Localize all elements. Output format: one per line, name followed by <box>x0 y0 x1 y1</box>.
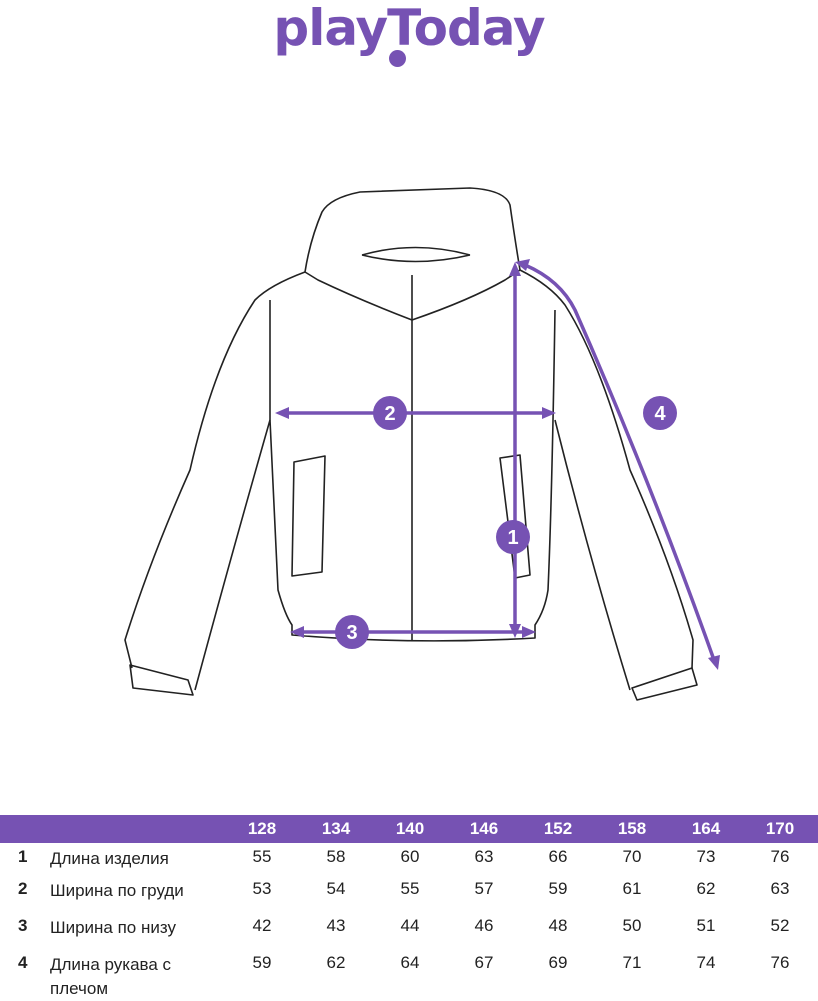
marker-2: 2 <box>384 403 395 425</box>
cell-value: 67 <box>474 953 494 972</box>
cell-value: 44 <box>400 916 420 935</box>
marker-4: 4 <box>654 403 666 425</box>
cell-value: 48 <box>548 916 568 935</box>
cell-value: 63 <box>770 879 790 898</box>
row-number: 4 <box>18 953 28 972</box>
size-header: 158 <box>617 819 647 838</box>
size-header: 140 <box>395 819 425 838</box>
row-label: Длина рукава с плечом <box>50 955 172 998</box>
cell-value: 59 <box>548 879 568 898</box>
size-header: 164 <box>691 819 721 838</box>
arrow-4 <box>524 263 716 661</box>
cell-value: 51 <box>696 916 716 935</box>
measurement-markers: 1 2 3 4 <box>335 396 677 649</box>
measurement-arrows <box>275 259 720 670</box>
size-header: 128 <box>247 819 277 838</box>
cell-value: 43 <box>326 916 346 935</box>
cell-value: 69 <box>548 953 568 972</box>
brand-logo: playToday <box>0 0 818 67</box>
cell-value: 55 <box>400 879 420 898</box>
cell-value: 62 <box>696 879 716 898</box>
logo-dot <box>389 50 406 67</box>
jacket-measurement-diagram: 1 2 3 4 <box>124 187 720 701</box>
cell-value: 59 <box>252 953 272 972</box>
row-number: 2 <box>18 879 28 898</box>
size-table: 128 134 140 146 152 158 164 170 1 Длина изделия 5… <box>0 815 818 1001</box>
table-row: 4 Длина рукава с плечом 59 62 64 67 69 71 74 76 <box>0 949 818 1001</box>
size-header: 152 <box>543 819 573 838</box>
row-label: Ширина по низу <box>50 918 176 937</box>
cell-value: 55 <box>252 847 272 866</box>
cell-value: 76 <box>770 953 790 972</box>
cell-value: 50 <box>622 916 642 935</box>
cell-value: 42 <box>252 916 272 935</box>
cell-value: 53 <box>252 879 272 898</box>
size-header-row: 128 134 140 146 152 158 164 170 <box>0 815 818 843</box>
cell-value: 71 <box>622 953 642 972</box>
cell-value: 60 <box>400 847 420 866</box>
jacket-outline <box>124 187 698 701</box>
table-row: 2 Ширина по груди 53 54 55 57 59 61 62 63 <box>0 875 818 912</box>
cell-value: 74 <box>696 953 716 972</box>
logo-text: playToday <box>273 0 545 57</box>
marker-3: 3 <box>346 622 357 644</box>
marker-1: 1 <box>507 527 518 549</box>
row-number: 1 <box>18 847 28 866</box>
cell-value: 62 <box>326 953 346 972</box>
size-header: 146 <box>469 819 499 838</box>
cell-value: 52 <box>770 916 790 935</box>
cell-value: 46 <box>474 916 494 935</box>
cell-value: 57 <box>474 879 494 898</box>
row-label: Длина изделия <box>50 849 169 868</box>
cell-value: 63 <box>474 847 494 866</box>
cell-value: 66 <box>548 847 568 866</box>
size-header: 134 <box>321 819 351 838</box>
table-row: 1 Длина изделия 55 58 60 63 66 70 73 76 <box>0 843 818 875</box>
cell-value: 58 <box>326 847 346 866</box>
cell-value: 54 <box>326 879 346 898</box>
table-row: 3 Ширина по низу 42 43 44 46 48 50 51 52 <box>0 912 818 949</box>
cell-value: 73 <box>696 847 716 866</box>
cell-value: 61 <box>622 879 642 898</box>
cell-value: 76 <box>770 847 790 866</box>
size-header: 170 <box>765 819 795 838</box>
row-label: Ширина по груди <box>50 881 184 900</box>
cell-value: 70 <box>622 847 642 866</box>
row-number: 3 <box>18 916 28 935</box>
cell-value: 64 <box>400 953 420 972</box>
